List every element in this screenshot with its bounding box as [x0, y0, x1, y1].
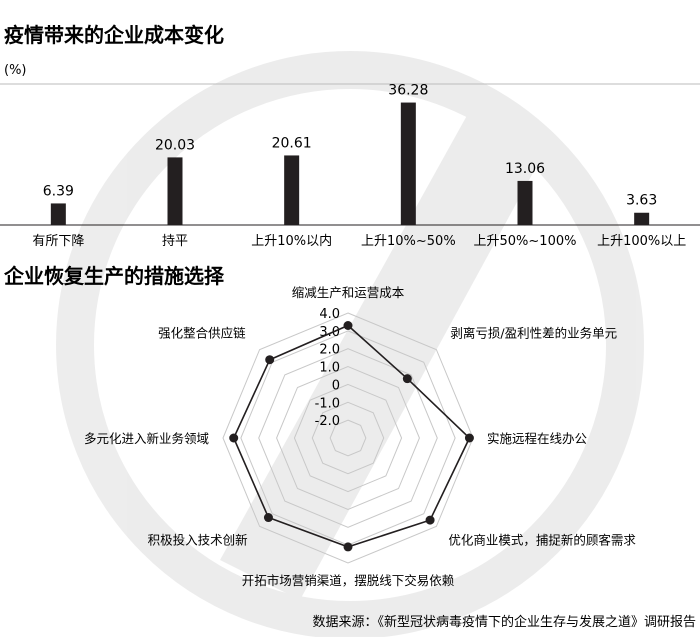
radar-grid-ring: [311, 401, 385, 475]
bar-value-label: 6.39: [43, 183, 74, 199]
bar: [284, 155, 300, 225]
bar-category-label: 上升100%以上: [597, 234, 686, 249]
radar-chart: 4.0 3.0 2.0 1.0 0 -1.0 -2.0 缩减生产和运营成本剥离亏损/盈利性差的…: [84, 285, 636, 588]
radar-tick-label: 3.0: [319, 325, 340, 340]
radar-axis-label: 积极投入技术创新: [148, 532, 248, 547]
radar-grid-ring: [329, 419, 367, 457]
radar-tick-label: 1.0: [319, 361, 340, 376]
radar-tick-label: 2.0: [319, 343, 340, 358]
bar-category-label: 上升10%以内: [251, 233, 332, 249]
radar-point: [265, 355, 275, 365]
bar: [634, 212, 650, 225]
radar-axis-label: 多元化进入新业务领域: [84, 431, 209, 446]
bar-value-label: 3.63: [626, 193, 657, 209]
source-note: 数据来源：《新型冠状病毒疫情下的企业生存与发展之道》调研报告: [312, 614, 696, 630]
bar-value-label: 20.03: [155, 137, 195, 153]
radar-grid-ring: [276, 366, 420, 510]
bar: [50, 203, 66, 225]
bar-chart-title: 疫情带来的企业成本变化: [4, 23, 224, 47]
radar-tick-label: -2.0: [315, 414, 340, 429]
radar-axis-label: 实施远程在线办公: [487, 431, 588, 446]
radar-point: [425, 515, 435, 525]
radar-grid-ring: [293, 383, 403, 493]
radar-point: [263, 513, 273, 523]
radar-axis-label: 优化商业模式，捕捉新的顾客需求: [448, 532, 636, 547]
radar-grid-ring: [222, 312, 474, 564]
radar-tick-label: 0: [332, 378, 340, 393]
bar-category-label: 上升10%~50%: [361, 234, 456, 249]
radar-axis-label: 强化整合供应链: [158, 326, 246, 341]
radar-point: [343, 321, 353, 330]
radar-tick-label: 4.0: [319, 307, 340, 322]
radar-point: [402, 374, 412, 384]
radar-chart-title: 企业恢复生产的措施选择: [3, 264, 225, 288]
radar-point: [343, 542, 353, 552]
bar-chart-unit: (%): [4, 63, 27, 78]
bar-series: 6.39 有所下降 20.03 持平 20.61 上升10%以内 36.28 上升10%~50…: [32, 83, 686, 249]
bar-value-label: 13.06: [505, 161, 545, 177]
bar: [400, 102, 416, 225]
bar-category-label: 上升50%~100%: [474, 234, 577, 249]
bar-category-label: 持平: [162, 234, 188, 249]
bar-category-label: 有所下降: [32, 234, 84, 249]
radar-axis-label: 缩减生产和运营成本: [292, 285, 405, 300]
radar-tick-label: -1.0: [315, 396, 340, 411]
radar-point: [229, 433, 239, 443]
bar: [517, 180, 533, 225]
bar: [167, 157, 183, 225]
radar-grid-ring: [258, 348, 438, 528]
bar-value-label: 20.61: [272, 135, 312, 151]
bar-value-label: 36.28: [388, 83, 428, 99]
radar-axis-label: 开拓市场营销渠道，摆脱线下交易依赖: [242, 573, 455, 588]
radar-point: [464, 433, 474, 443]
radar-axis-label: 剥离亏损/盈利性差的业务单元: [450, 326, 617, 341]
